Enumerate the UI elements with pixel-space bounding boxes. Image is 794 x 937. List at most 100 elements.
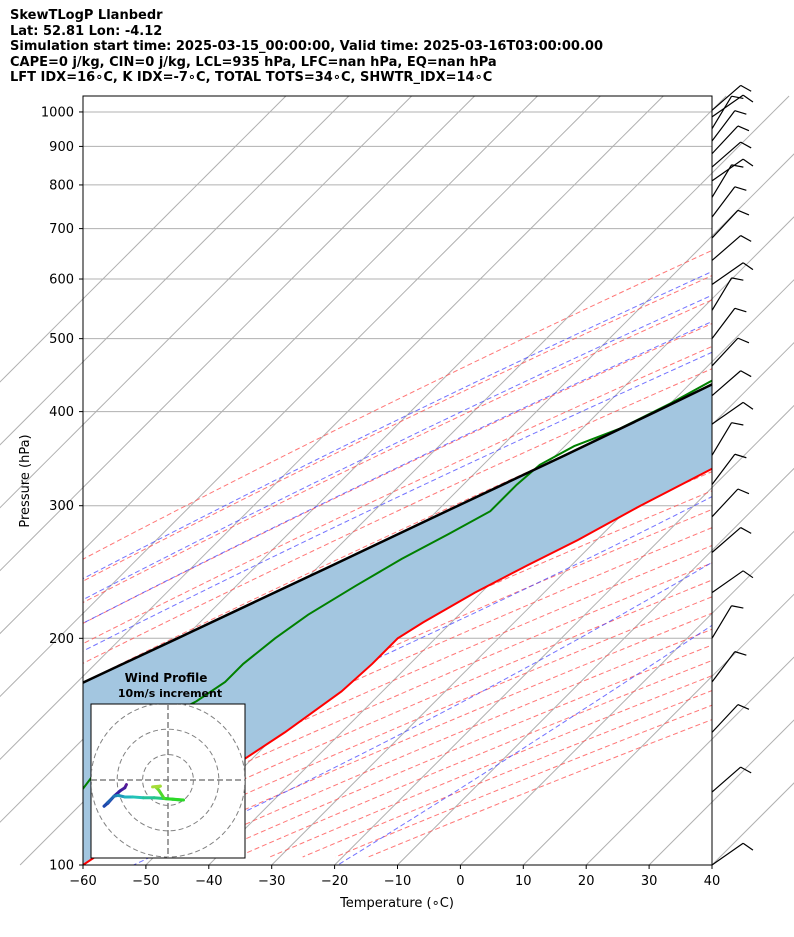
wind-barb xyxy=(711,141,752,168)
wind-barb-flag xyxy=(734,453,747,459)
y-tick-label: 900 xyxy=(49,140,74,155)
dry-adiabat xyxy=(105,596,712,858)
wind-barb xyxy=(711,262,754,286)
wind-barb-staff xyxy=(711,209,739,239)
wind-barb xyxy=(711,277,744,311)
location-text: Lat: 52.81 Lon: -4.12 xyxy=(10,23,163,39)
hodograph-title: Wind Profile xyxy=(125,671,208,685)
wind-barb-flag xyxy=(737,209,750,216)
y-tick-label: 100 xyxy=(49,859,74,874)
wind-barb-flag xyxy=(742,401,754,410)
wind-barb-flag xyxy=(737,488,750,495)
wind-barb-staff xyxy=(711,141,742,168)
isotherm-gridline xyxy=(0,95,287,383)
wind-barb xyxy=(711,307,747,340)
wind-barb-flag xyxy=(734,307,747,313)
wind-barb-staff xyxy=(711,527,742,553)
wind-barb-flag xyxy=(742,262,754,271)
wind-barb xyxy=(711,605,744,639)
wind-barb-staff xyxy=(711,422,733,456)
y-tick-label: 600 xyxy=(49,273,74,288)
wind-barb xyxy=(711,95,744,130)
wind-barb xyxy=(711,488,750,518)
wind-barb-flag xyxy=(737,704,750,710)
wind-barb xyxy=(711,110,747,142)
dry-adiabat xyxy=(236,659,712,858)
wind-barb xyxy=(711,422,744,456)
x-tick-label: −50 xyxy=(132,874,159,889)
wind-barb-staff xyxy=(711,488,739,518)
x-axis: −60 −50 −40 −30 −20 −10 0 10 20 30 40 xyxy=(69,865,720,889)
wind-barb xyxy=(711,842,754,866)
wind-barb xyxy=(711,704,750,733)
isotherm-gridline xyxy=(0,95,413,509)
x-tick-label: 0 xyxy=(456,874,464,889)
wind-barb-staff xyxy=(711,401,744,425)
dry-adiabat xyxy=(138,612,712,858)
wind-barb xyxy=(711,84,752,111)
dry-adiabat xyxy=(83,345,712,645)
wind-barb xyxy=(711,209,750,239)
wind-barb xyxy=(711,527,752,553)
wind-barb-flag xyxy=(734,651,747,656)
isotherm-gridline xyxy=(460,530,794,866)
wind-barbs xyxy=(711,84,754,866)
y-tick-label: 300 xyxy=(49,499,74,514)
time-text: Simulation start time: 2025-03-15_00:00:… xyxy=(10,39,603,54)
wind-barb xyxy=(711,570,754,594)
dry-adiabat xyxy=(83,562,712,838)
hodograph-trace-segment xyxy=(152,796,165,800)
wind-barb-staff xyxy=(711,84,742,111)
wind-barb-staff xyxy=(711,766,742,793)
wind-barb-staff xyxy=(711,370,742,397)
wind-barb-flag xyxy=(740,766,752,774)
wind-barb-staff xyxy=(711,95,733,130)
wind-barb-staff xyxy=(711,277,733,311)
wind-barb-staff xyxy=(711,842,744,866)
wind-barb-flag xyxy=(731,277,744,281)
wind-barb-flag xyxy=(740,235,752,242)
isotherm-gridline xyxy=(0,95,664,761)
wind-barb xyxy=(711,370,752,397)
hodograph-trace-segment xyxy=(157,788,166,800)
dry-adiabat xyxy=(83,299,712,604)
wind-barb xyxy=(711,186,747,218)
isotherm-gridline xyxy=(0,95,601,698)
isotherm-gridline xyxy=(19,95,790,866)
moist-adiabat xyxy=(83,351,712,652)
wind-barb-staff xyxy=(711,164,733,198)
parcel-line xyxy=(83,383,712,684)
wind-barb-staff xyxy=(711,704,739,733)
isotherm-gridline xyxy=(0,95,538,635)
isotherm-gridline xyxy=(0,95,475,572)
stability-indices-text: CAPE=0 j/kg, CIN=0 j/kg, LCL=935 hPa, LF… xyxy=(10,54,497,70)
x-tick-label: −20 xyxy=(321,874,348,889)
hodograph-trace-segment xyxy=(151,784,162,789)
x-tick-label: −30 xyxy=(258,874,285,889)
wind-barb-flag xyxy=(740,141,752,149)
dry-adiabat xyxy=(302,690,712,858)
wind-barb-flag xyxy=(740,370,752,378)
dry-adiabat xyxy=(368,719,712,858)
wind-barb-flag xyxy=(740,84,752,92)
wind-barb xyxy=(711,337,750,367)
wind-barb-flag xyxy=(731,95,744,100)
isotherm-gridline xyxy=(0,95,350,446)
wind-barb xyxy=(711,453,747,485)
wind-barb xyxy=(711,94,754,118)
y-axis: 100 200 300 400 500 600 700 800 900 1000 xyxy=(41,105,83,874)
wind-barb xyxy=(711,125,750,155)
wind-barb-staff xyxy=(711,453,736,485)
wind-barb-staff xyxy=(711,158,744,182)
wind-barb-staff xyxy=(711,651,736,683)
wind-barb xyxy=(711,235,752,261)
isotherm-gridline xyxy=(271,341,794,866)
x-tick-label: −10 xyxy=(384,874,411,889)
wind-barb-staff xyxy=(711,94,744,118)
isotherm-gridline xyxy=(397,467,794,866)
x-tick-label: −40 xyxy=(195,874,222,889)
isotherm-gridline xyxy=(0,95,727,823)
dry-adiabat xyxy=(83,579,712,853)
wind-barb-flag xyxy=(742,158,754,167)
